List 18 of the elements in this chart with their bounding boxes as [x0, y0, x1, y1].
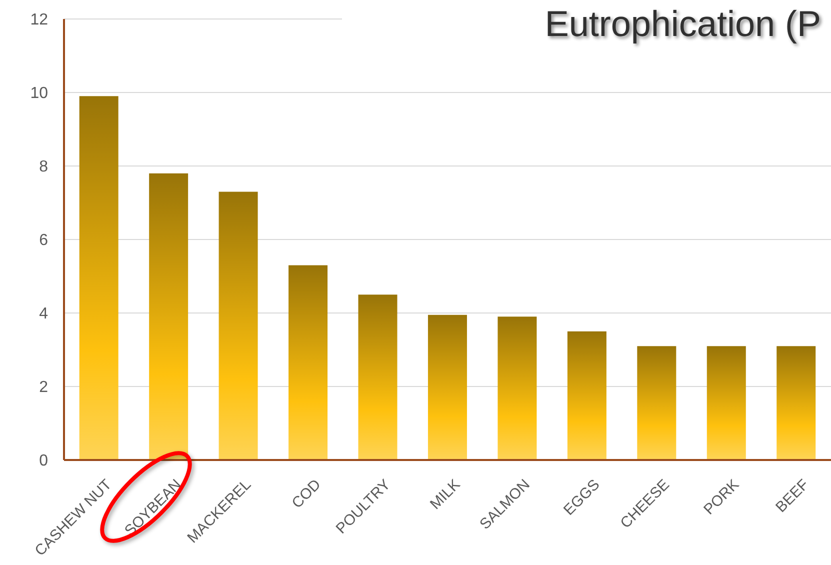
y-tick-label: 0 — [39, 452, 48, 470]
bar — [79, 96, 118, 460]
y-tick-label: 8 — [39, 158, 48, 176]
bar — [776, 346, 816, 460]
y-tick-label: 6 — [39, 232, 48, 250]
bar — [288, 265, 328, 460]
y-tick-label: 4 — [39, 306, 48, 323]
bar — [358, 294, 398, 460]
y-tick-label: 12 — [30, 12, 48, 29]
bar — [567, 331, 606, 460]
y-tick-label: 2 — [39, 379, 48, 396]
bar — [706, 346, 746, 460]
bar — [218, 192, 258, 460]
y-tick-label: 10 — [30, 85, 48, 102]
bar — [498, 316, 537, 460]
bar — [428, 314, 467, 460]
chart-title: Eutrophication (P — [544, 3, 821, 44]
bar — [637, 346, 676, 460]
